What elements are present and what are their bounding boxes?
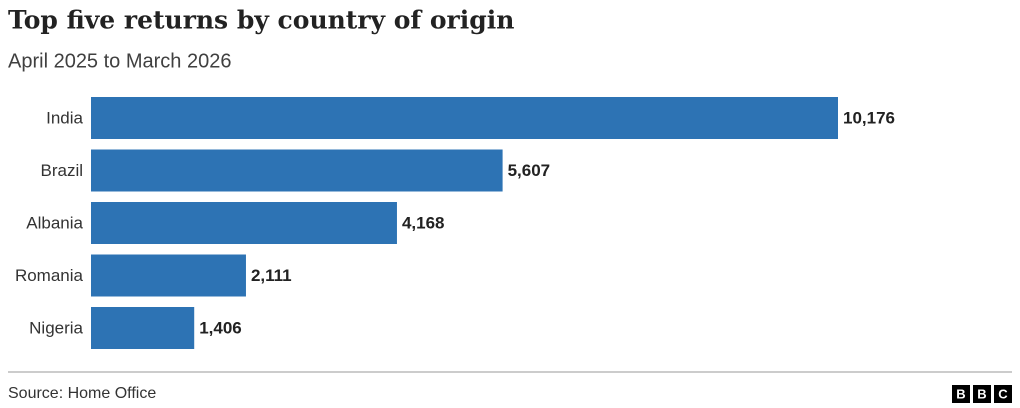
bar: [91, 149, 503, 192]
bar: [91, 97, 838, 139]
data-label: 10,176: [843, 108, 895, 127]
logo-box: [973, 385, 991, 403]
bar: [91, 254, 246, 297]
chart-title: Top five returns by country of origin: [8, 6, 514, 35]
source: Source: Home Office: [8, 385, 156, 402]
y-tick-label: Romania: [15, 266, 84, 285]
y-tick-label: Brazil: [40, 161, 83, 180]
data-label: 4,168: [402, 213, 445, 232]
logo-letter: B: [977, 386, 986, 401]
y-tick-label: Nigeria: [29, 318, 83, 337]
y-tick-label: India: [46, 108, 83, 127]
logo-letter: B: [956, 386, 965, 401]
y-tick-label: Albania: [26, 213, 83, 232]
chart-subtitle: April 2025 to March 2026: [8, 50, 231, 72]
data-label: 5,607: [508, 161, 551, 180]
bar: [91, 202, 397, 244]
logo-box: [952, 385, 970, 403]
bar: [91, 307, 195, 349]
data-label: 2,111: [251, 266, 292, 285]
logo-box: [994, 385, 1012, 403]
data-label: 1,406: [199, 318, 242, 337]
logo-letter: C: [998, 386, 1008, 401]
